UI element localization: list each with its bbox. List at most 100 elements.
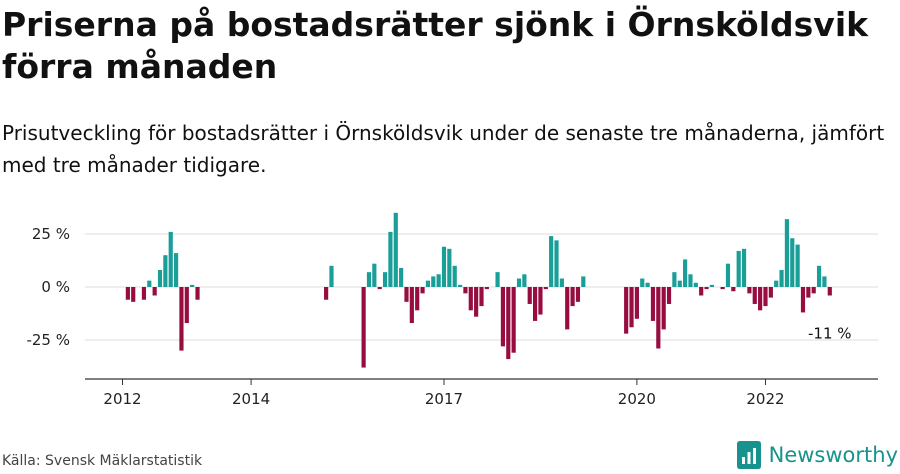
bar <box>532 287 538 321</box>
bar <box>441 246 447 287</box>
bar <box>768 287 773 298</box>
bar <box>816 265 822 287</box>
bar <box>125 287 130 300</box>
source-note: Källa: Svensk Mäklarstatistik <box>2 453 203 469</box>
bar <box>511 287 516 353</box>
bar <box>463 287 468 294</box>
bar <box>195 287 200 300</box>
bar <box>393 212 398 287</box>
bar <box>157 270 163 287</box>
bar <box>650 287 656 321</box>
bar <box>795 244 800 287</box>
bar <box>420 287 425 294</box>
bar <box>827 287 832 296</box>
bar <box>693 282 698 287</box>
bar <box>774 280 779 287</box>
bar <box>415 287 420 311</box>
bar <box>131 287 136 302</box>
bar <box>190 284 195 287</box>
bar <box>758 287 763 311</box>
y-tick-label: -25 % <box>26 331 70 349</box>
bar <box>559 278 564 287</box>
bar <box>704 287 709 290</box>
bar <box>554 240 559 287</box>
bar <box>666 287 672 304</box>
bar <box>372 263 377 287</box>
bar <box>581 276 586 287</box>
bar <box>399 267 404 287</box>
bar <box>736 250 741 287</box>
bar <box>790 238 795 287</box>
x-tick-label: 2017 <box>425 390 463 408</box>
bar <box>452 265 457 287</box>
bar <box>784 219 789 287</box>
bar <box>527 287 532 304</box>
bar <box>656 287 661 349</box>
bar <box>688 274 693 287</box>
bar <box>474 287 479 317</box>
bar <box>168 231 173 287</box>
newsworthy-logo-icon <box>736 441 761 469</box>
bar <box>709 284 714 287</box>
bar <box>329 265 334 287</box>
bar <box>500 287 506 347</box>
bar <box>779 270 784 287</box>
bar <box>570 287 575 307</box>
bar <box>565 287 570 330</box>
x-tick-label: 2014 <box>232 390 270 408</box>
bar <box>382 272 388 287</box>
chart-subtitle: Prisutveckling för bostadsrätter i Örnsk… <box>2 121 885 177</box>
bar <box>549 236 554 287</box>
bar <box>522 274 527 287</box>
bar <box>404 287 409 302</box>
bar <box>538 287 543 315</box>
bar <box>645 282 650 287</box>
bar <box>747 287 752 294</box>
last-value-label: -11 % <box>808 324 852 342</box>
bar <box>752 287 757 304</box>
bar <box>388 231 393 287</box>
chart-title: Priserna på bostadsrätter sjönk i Örnskö… <box>2 5 869 86</box>
bar <box>436 274 441 287</box>
bar <box>495 272 500 287</box>
bar <box>543 287 548 290</box>
x-tick-label: 2012 <box>103 390 141 408</box>
bar <box>174 253 179 287</box>
bar <box>468 287 473 311</box>
x-tick-label: 2022 <box>746 390 784 408</box>
bar <box>506 287 511 360</box>
bar <box>624 287 629 334</box>
bar-chart: 25 % 0 % -25 % 2012 2014 2017 2020 2022 -11 % <box>26 212 878 408</box>
bar <box>179 287 184 351</box>
bar <box>431 276 436 287</box>
bar <box>661 287 666 330</box>
bar <box>763 287 768 307</box>
bar <box>377 287 382 290</box>
y-tick-label: 0 % <box>41 278 70 296</box>
bar <box>184 287 189 324</box>
bar <box>484 287 489 290</box>
y-tick-label: 25 % <box>32 225 70 243</box>
bar <box>361 287 366 368</box>
bar <box>629 287 634 328</box>
bar <box>720 287 725 290</box>
bar <box>811 287 816 294</box>
bar <box>800 287 806 313</box>
bar <box>575 287 581 302</box>
bar <box>152 287 157 296</box>
bar <box>457 284 463 287</box>
bar <box>141 287 147 300</box>
bar <box>147 280 152 287</box>
bar <box>409 287 414 324</box>
brand-logo: Newsworthy <box>735 440 898 470</box>
bar <box>677 280 682 287</box>
bar <box>640 278 645 287</box>
bar <box>425 280 431 287</box>
x-tick-label: 2020 <box>618 390 656 408</box>
bar <box>672 272 677 287</box>
bar <box>479 287 484 307</box>
bar <box>163 255 168 287</box>
bar <box>366 272 372 287</box>
bar <box>731 287 736 292</box>
brand-name: Newsworthy <box>768 443 898 467</box>
